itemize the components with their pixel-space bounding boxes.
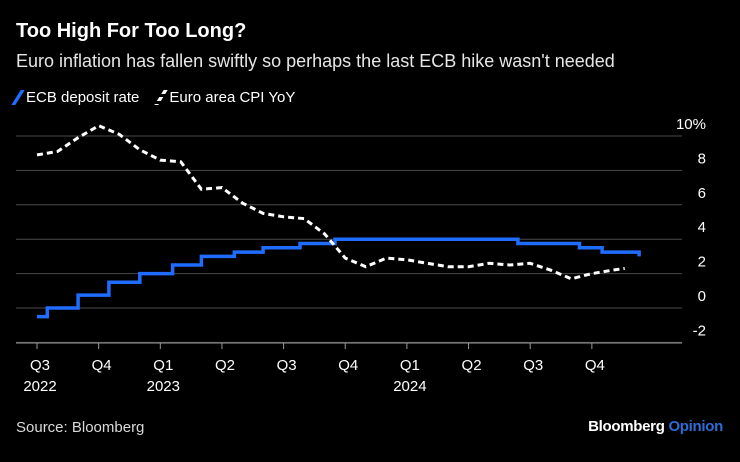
brand-main: Bloomberg xyxy=(588,418,665,435)
series-line-ecb-deposit-rate xyxy=(37,237,641,319)
axes: 10% 8 6 4 2 0 -2 Q3 2022 Q4 Q1 2023 Q2 Q3 Q4 Q1 2024 Q2 Q3… xyxy=(16,116,706,395)
x-tick-label: Q4 xyxy=(92,357,112,374)
source-note: Source: Bloomberg xyxy=(16,419,145,436)
chart-legend: ECB deposit rate Euro area CPI YoY xyxy=(11,89,296,106)
legend-label-cpi: Euro area CPI YoY xyxy=(169,89,296,106)
x-tick-label: Q4 xyxy=(338,357,358,374)
series xyxy=(36,124,641,319)
x-tick-label: Q1 xyxy=(153,357,173,374)
legend-item-ecb: ECB deposit rate xyxy=(11,89,140,106)
legend-item-cpi: Euro area CPI YoY xyxy=(154,89,296,106)
x-tick-label: Q1 xyxy=(400,357,420,374)
x-tick-label: Q3 xyxy=(30,357,50,374)
y-tick-label: 10% xyxy=(676,116,706,133)
x-year-label: 2022 xyxy=(23,378,56,395)
y-tick-label: 0 xyxy=(698,288,706,305)
x-tick-label: Q3 xyxy=(277,357,297,374)
y-tick-label: 8 xyxy=(698,150,706,167)
x-year-label: 2023 xyxy=(147,378,180,395)
x-tick-label: Q3 xyxy=(523,357,543,374)
y-tick-label: 2 xyxy=(698,254,706,271)
x-tick-label: Q4 xyxy=(585,357,605,374)
x-tick-label: Q2 xyxy=(215,357,235,374)
y-tick-label: 6 xyxy=(698,185,706,202)
bloomberg-opinion-logo: Bloomberg Opinion xyxy=(588,418,723,435)
brand-accent: Opinion xyxy=(668,418,723,435)
x-year-label: 2024 xyxy=(393,378,426,395)
legend-label-ecb: ECB deposit rate xyxy=(26,89,140,106)
y-tick-label: 4 xyxy=(698,219,706,236)
chart-subtitle: Euro inflation has fallen swiftly so per… xyxy=(16,51,615,71)
x-tick-label: Q2 xyxy=(462,357,482,374)
series-line-euro-cpi xyxy=(36,124,625,281)
y-tick-label: -2 xyxy=(693,322,706,339)
chart-title: Too High For Too Long? xyxy=(16,20,247,42)
